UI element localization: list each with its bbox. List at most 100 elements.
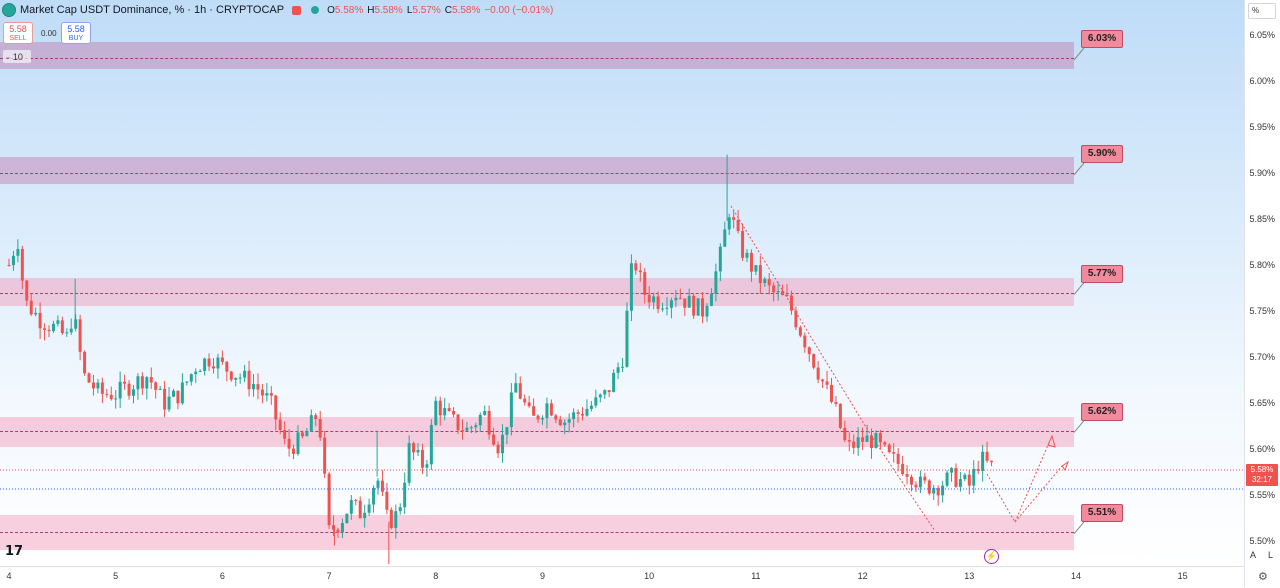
level-tag-label: 5.90% (1081, 145, 1123, 163)
chart-canvas[interactable]: 6.03% 5.90% 5.77% 5.62% 5.51% Market Cap USD… (0, 0, 1244, 566)
candle-body (612, 372, 616, 393)
candle-body (509, 392, 513, 428)
candle-body (821, 379, 825, 382)
time-tick-label: 12 (857, 571, 868, 581)
candle-body (901, 463, 905, 475)
level-line (0, 58, 1074, 59)
candle-body (514, 383, 518, 393)
candle-body (65, 332, 69, 334)
candle-body (549, 403, 553, 416)
candle-body (278, 419, 282, 430)
candle-body (176, 390, 180, 404)
candle-body (825, 381, 829, 385)
candle-body (20, 248, 24, 281)
candle-body (269, 393, 273, 396)
price-tick-label: 6.00% (1249, 76, 1275, 86)
candle-body (527, 402, 531, 407)
candle-body (892, 452, 896, 454)
candle-body (758, 265, 762, 284)
candle-body (607, 390, 611, 393)
level-zone (0, 277, 1074, 307)
live-status-icon (311, 6, 320, 14)
time-axis[interactable]: 4 5 6 7 8 9 10 11 12 13 14 15 (0, 566, 1244, 588)
candle-body (412, 443, 416, 453)
candle-body (60, 320, 64, 334)
candle-body (665, 307, 669, 309)
candle-body (483, 410, 487, 415)
auto-scale-button[interactable]: A (1250, 550, 1257, 560)
candle-body (136, 376, 140, 390)
lightning-icon[interactable]: ⚡ (984, 549, 999, 564)
candle-body (683, 298, 687, 308)
candle-body (910, 476, 914, 485)
candle-body (309, 415, 313, 432)
candle-body (638, 270, 642, 273)
candle-body (425, 464, 429, 468)
candle-body (643, 272, 647, 295)
candle-body (523, 398, 527, 403)
candle-body (958, 479, 962, 487)
candle-body (718, 246, 722, 272)
candle-body (247, 370, 251, 390)
candle-body (260, 389, 264, 396)
candle-body (274, 395, 278, 420)
settings-gear-icon[interactable]: ⚙ (1258, 571, 1268, 583)
level-zone (0, 416, 1074, 448)
currency-selector[interactable]: % (1248, 3, 1276, 19)
candle-body (963, 474, 967, 480)
level-tag-label: 6.03% (1081, 30, 1123, 48)
candle-body (96, 382, 100, 389)
candle-body (834, 401, 838, 404)
candle-body (25, 280, 29, 301)
candle-body (661, 308, 665, 310)
price-axis[interactable]: % 6.05% 6.00% 5.95% 5.90% 5.85% 5.80% 5.75% 5.7… (1244, 0, 1280, 587)
candle-body (652, 296, 656, 303)
candle-body (198, 370, 202, 372)
candle-body (243, 370, 247, 378)
candle-body (256, 384, 260, 390)
candle-body (843, 427, 847, 441)
candle-body (220, 357, 224, 362)
level-line (0, 531, 1074, 533)
candle-body (883, 442, 887, 445)
tradingview-logo-icon[interactable]: 𝟭𝟳 (5, 544, 24, 559)
candle-body (767, 279, 771, 286)
downtrend-projection (730, 205, 936, 532)
candle-body (452, 410, 456, 415)
level-line (0, 292, 1074, 294)
candle-body (847, 440, 851, 442)
candle-body (434, 400, 438, 425)
candle-body (389, 509, 393, 528)
projection-lines (0, 47, 1244, 535)
indicator-toggle[interactable]: ⌄ 10 (3, 50, 31, 63)
candle-body (781, 291, 785, 295)
candle-body (69, 328, 73, 333)
time-tick-label: 5 (113, 571, 119, 581)
candle-body (856, 437, 860, 448)
candle-body (914, 484, 918, 488)
candle-body (207, 358, 211, 367)
candle-body (185, 381, 189, 383)
candle-body (354, 500, 358, 502)
candle-body (936, 487, 940, 496)
log-scale-button[interactable]: L (1268, 550, 1274, 560)
candle-body (500, 434, 504, 454)
level-line (0, 173, 1074, 174)
candle-body (216, 357, 220, 369)
candle-body (625, 310, 629, 367)
chart-title[interactable]: Market Cap USDT Dominance, % · 1h · CRYP… (20, 4, 285, 16)
level-tag-pointer (1073, 521, 1085, 535)
buy-button[interactable]: 5.58 BUY (61, 22, 91, 44)
ohlc-low: L5.57% (406, 4, 441, 16)
candle-body (332, 525, 336, 530)
candle-body (34, 312, 38, 315)
candle-body (429, 424, 433, 465)
candle-body (212, 366, 216, 369)
time-tick-label: 14 (1070, 571, 1082, 581)
price-tick-label: 5.85% (1249, 214, 1275, 224)
candle-body (687, 295, 691, 308)
candle-body (594, 397, 598, 406)
candle-body (629, 263, 633, 311)
sell-button[interactable]: 5.58 SELL (3, 22, 33, 44)
candle-body (234, 377, 238, 380)
